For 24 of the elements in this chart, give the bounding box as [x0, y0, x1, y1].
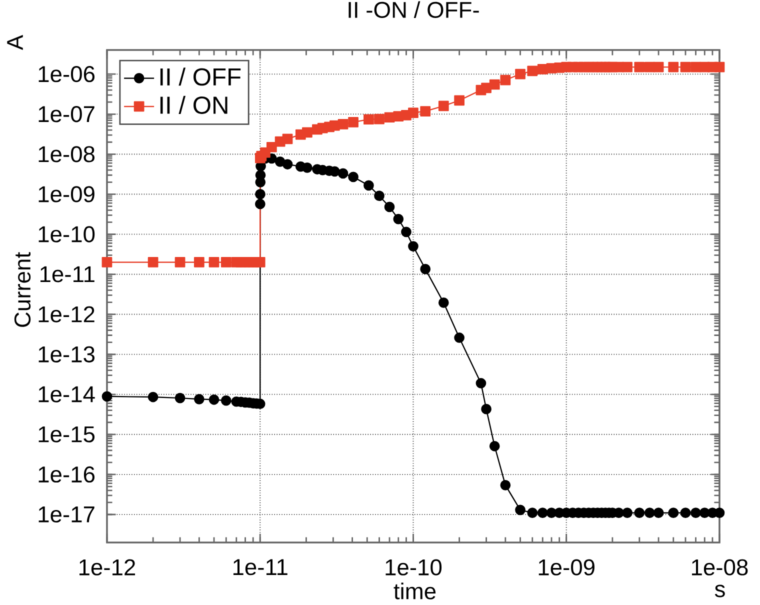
y-tick-label: 1e-07	[38, 106, 94, 122]
x-axis-title: time	[394, 582, 436, 600]
y-tick-label: 1e-13	[38, 346, 94, 362]
chart-title: II -ON / OFF-	[348, 1, 479, 18]
y-tick-label: 1e-08	[38, 146, 94, 162]
x-tick-label: 1e-12	[80, 559, 136, 576]
x-tick-label: 1e-09	[538, 559, 594, 576]
y-tick-label: 1e-06	[38, 66, 94, 82]
text: A	[7, 34, 23, 50]
y-tick-label: 1e-10	[38, 226, 95, 242]
y-tick-label: 1e-11	[40, 266, 94, 282]
x-tick-label: 1e-08	[692, 559, 748, 576]
y-axis-title: Current	[14, 252, 31, 327]
x-tick-label: 1e-10	[386, 559, 442, 576]
y-tick-label: 1e-17	[38, 506, 94, 522]
y-tick-label: 1e-09	[38, 186, 94, 202]
legend-label: II / ON	[160, 96, 228, 114]
y-tick-label: 1e-12	[38, 306, 94, 322]
y-tick-label: 1e-14	[38, 386, 95, 402]
y-tick-label: 1e-16	[38, 466, 94, 483]
y-tick-label: 1e-15	[38, 426, 95, 442]
text: s	[714, 584, 725, 598]
x-tick-label: 1e-11	[233, 559, 288, 576]
legend-label: II / OFF	[160, 68, 241, 86]
